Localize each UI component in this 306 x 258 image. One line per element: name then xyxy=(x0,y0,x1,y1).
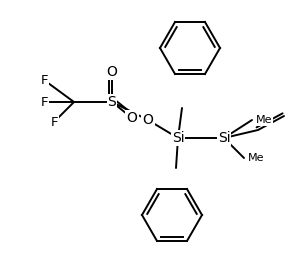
Text: F: F xyxy=(40,95,48,109)
Text: Si: Si xyxy=(218,131,230,145)
Text: Me: Me xyxy=(248,153,264,163)
Text: F: F xyxy=(50,116,58,128)
Text: F: F xyxy=(40,74,48,86)
Text: Si: Si xyxy=(172,131,184,145)
Text: Me: Me xyxy=(256,115,273,125)
Text: S: S xyxy=(108,95,116,109)
Text: O: O xyxy=(143,113,153,127)
Text: O: O xyxy=(106,65,118,79)
Text: O: O xyxy=(127,111,137,125)
